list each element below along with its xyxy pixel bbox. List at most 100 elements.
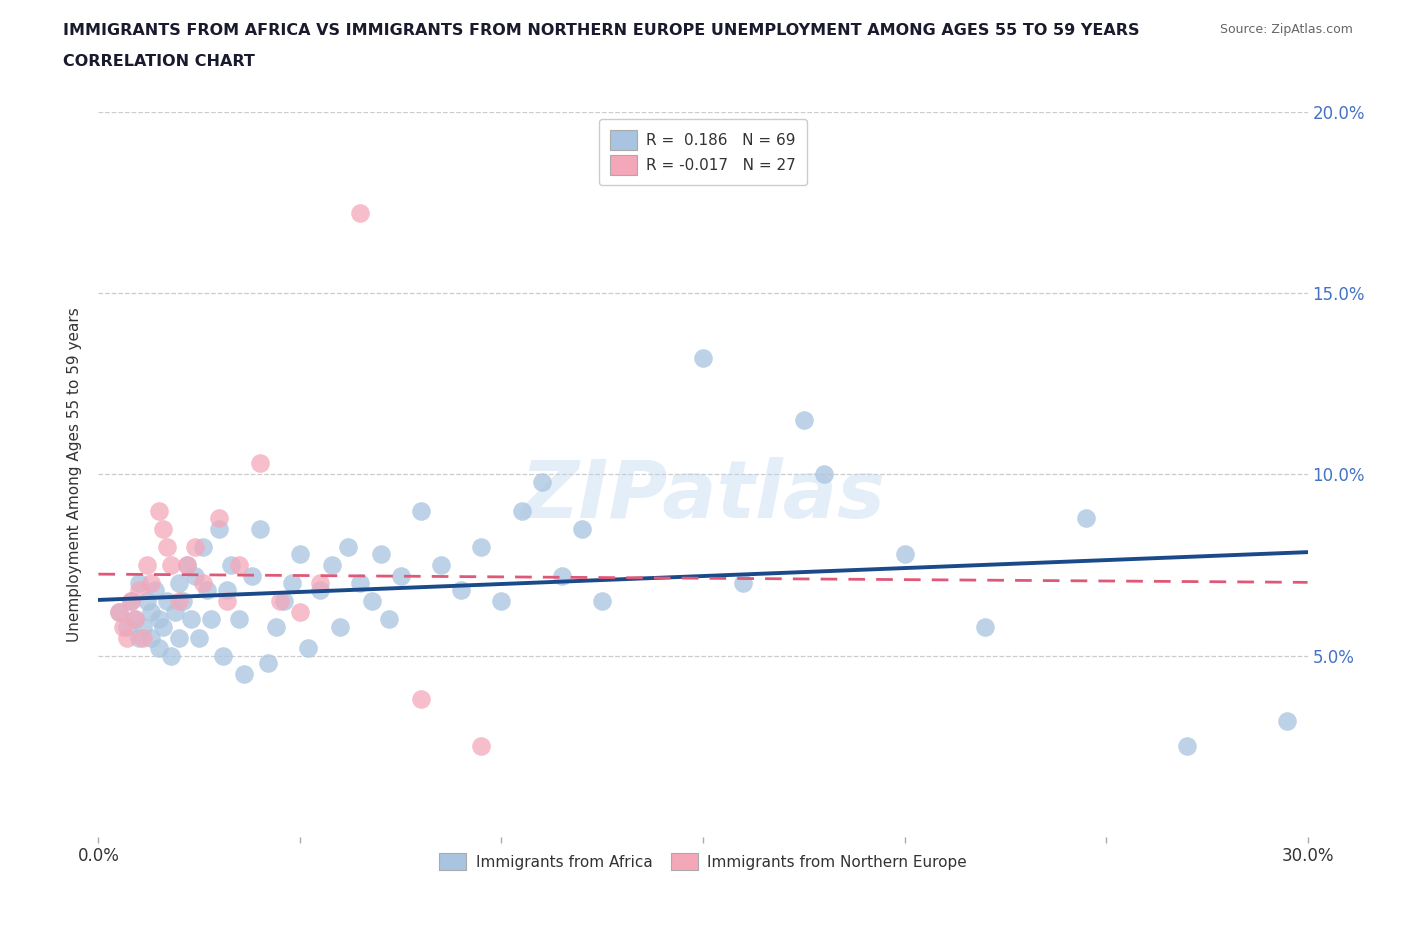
Point [221, 558, 243, 573]
Point [124, 612, 146, 627]
Point [217, 583, 239, 598]
Point [491, 594, 513, 609]
Point [297, 641, 319, 656]
Point [184, 568, 207, 583]
Text: Source: ZipAtlas.com: Source: ZipAtlas.com [1219, 23, 1353, 36]
Point [232, 667, 254, 682]
Point [148, 612, 170, 627]
Point [212, 648, 235, 663]
Point [193, 576, 215, 591]
Point [1277, 713, 1299, 728]
Point [184, 539, 207, 554]
Point [167, 576, 190, 591]
Point [430, 558, 453, 573]
Point [450, 583, 472, 598]
Legend: Immigrants from Africa, Immigrants from Northern Europe: Immigrants from Africa, Immigrants from … [433, 846, 973, 876]
Point [193, 539, 215, 554]
Point [139, 631, 162, 645]
Point [249, 456, 271, 471]
Text: CORRELATION CHART: CORRELATION CHART [63, 54, 254, 69]
Point [370, 547, 392, 562]
Point [321, 558, 343, 573]
Point [135, 558, 157, 573]
Point [470, 539, 492, 554]
Point [1175, 738, 1198, 753]
Text: ZIPatlas: ZIPatlas [520, 457, 886, 535]
Point [377, 612, 399, 627]
Text: IMMIGRANTS FROM AFRICA VS IMMIGRANTS FROM NORTHERN EUROPE UNEMPLOYMENT AMONG AGE: IMMIGRANTS FROM AFRICA VS IMMIGRANTS FRO… [63, 23, 1140, 38]
Point [288, 547, 311, 562]
Point [813, 467, 835, 482]
Point [148, 641, 170, 656]
Point [107, 604, 129, 619]
Point [111, 619, 134, 634]
Point [139, 576, 162, 591]
Point [733, 576, 755, 591]
Point [195, 583, 218, 598]
Point [470, 738, 492, 753]
Point [1074, 511, 1097, 525]
Point [337, 539, 360, 554]
Point [591, 594, 613, 609]
Point [128, 576, 150, 591]
Point [180, 612, 202, 627]
Point [167, 594, 190, 609]
Point [152, 619, 174, 634]
Point [551, 568, 574, 583]
Point [167, 631, 190, 645]
Point [329, 619, 352, 634]
Point [361, 594, 384, 609]
Point [128, 631, 150, 645]
Point [571, 521, 593, 536]
Point [974, 619, 997, 634]
Point [143, 583, 166, 598]
Point [309, 583, 332, 598]
Point [349, 206, 371, 220]
Point [156, 594, 179, 609]
Point [135, 594, 157, 609]
Point [188, 631, 211, 645]
Point [288, 604, 311, 619]
Point [176, 558, 198, 573]
Point [389, 568, 412, 583]
Point [208, 511, 231, 525]
Point [200, 612, 222, 627]
Point [269, 594, 291, 609]
Point [273, 594, 295, 609]
Point [409, 503, 432, 518]
Point [148, 503, 170, 518]
Point [132, 631, 155, 645]
Point [139, 604, 162, 619]
Point [107, 604, 129, 619]
Point [409, 692, 432, 707]
Point [208, 521, 231, 536]
Point [217, 594, 239, 609]
Point [264, 619, 287, 634]
Point [249, 521, 271, 536]
Point [256, 656, 278, 671]
Point [156, 539, 179, 554]
Point [228, 612, 250, 627]
Point [349, 576, 371, 591]
Point [152, 521, 174, 536]
Y-axis label: Unemployment Among Ages 55 to 59 years: Unemployment Among Ages 55 to 59 years [67, 307, 83, 642]
Point [115, 619, 138, 634]
Point [281, 576, 304, 591]
Point [240, 568, 263, 583]
Point [309, 576, 332, 591]
Point [510, 503, 533, 518]
Point [692, 351, 714, 365]
Point [160, 558, 183, 573]
Point [893, 547, 915, 562]
Point [120, 594, 142, 609]
Point [128, 583, 150, 598]
Point [160, 648, 183, 663]
Point [124, 612, 146, 627]
Point [120, 594, 142, 609]
Point [793, 413, 815, 428]
Point [530, 474, 553, 489]
Point [163, 604, 186, 619]
Point [132, 619, 155, 634]
Point [172, 594, 194, 609]
Point [228, 558, 250, 573]
